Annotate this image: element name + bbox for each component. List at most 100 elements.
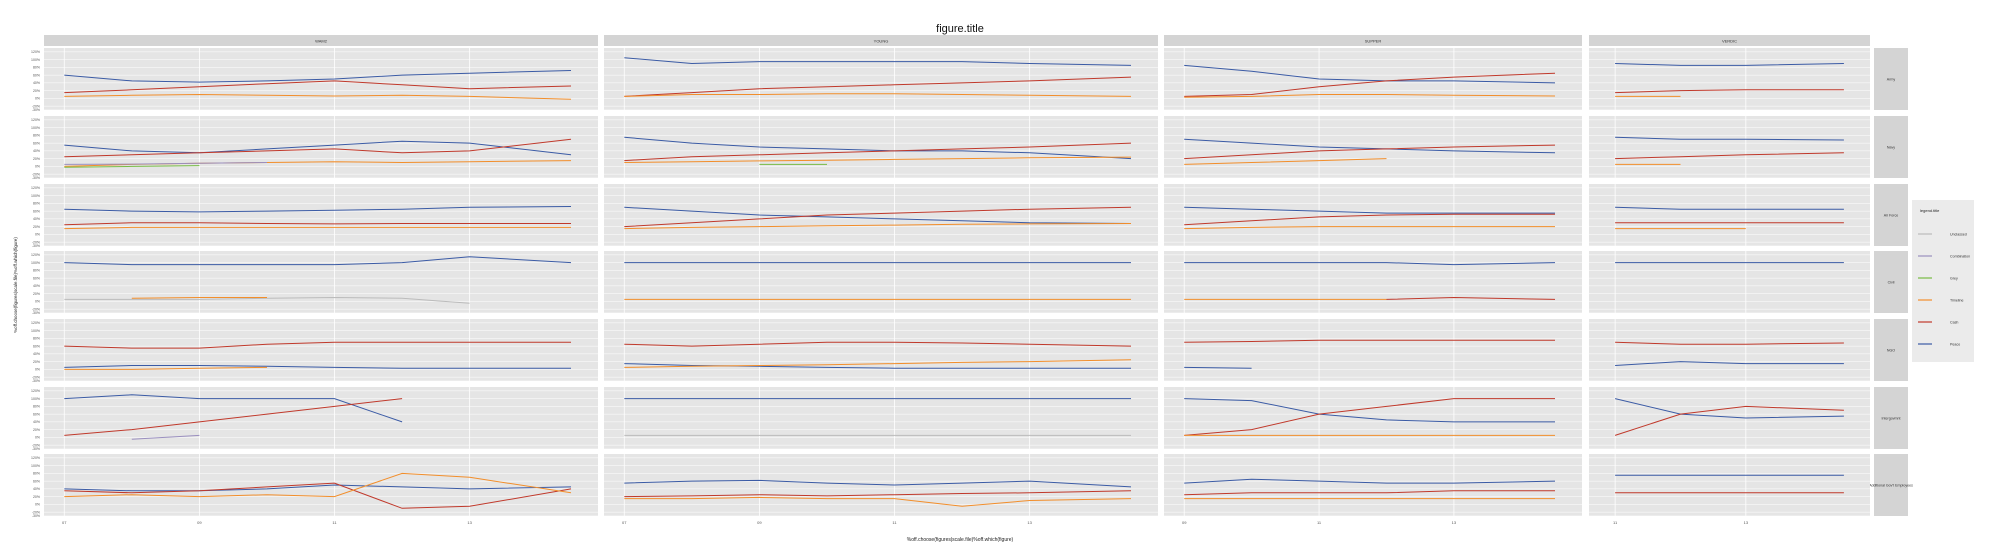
y-tick-label: 0% bbox=[35, 503, 40, 507]
y-tick-label: 60% bbox=[33, 412, 40, 416]
x-tick-label: 13 bbox=[1027, 520, 1032, 525]
panel-background bbox=[1589, 319, 1870, 381]
series-line bbox=[64, 256, 572, 266]
series-line bbox=[1184, 490, 1555, 496]
y-tick-label: -30% bbox=[32, 311, 40, 315]
series-line bbox=[624, 206, 1132, 224]
panel-background bbox=[44, 319, 598, 381]
column-strip bbox=[44, 35, 598, 46]
series-line bbox=[1615, 152, 1844, 160]
row-strip-label: Army bbox=[1887, 78, 1896, 82]
panel-background bbox=[44, 184, 598, 246]
series-line bbox=[1184, 339, 1555, 343]
x-tick-label: 09 bbox=[757, 520, 762, 525]
y-tick-label: 60% bbox=[33, 276, 40, 280]
column-strip bbox=[1164, 35, 1582, 46]
series-line bbox=[624, 363, 1131, 369]
y-tick-label: 100% bbox=[31, 194, 40, 198]
y-tick-label: 20% bbox=[33, 360, 40, 364]
y-tick-label: 80% bbox=[33, 202, 40, 206]
x-tick-label: 11 bbox=[1613, 520, 1618, 525]
row-strip-label: NGO bbox=[1887, 349, 1895, 353]
legend-label: Combination bbox=[1950, 254, 1970, 258]
column-strip-label: SUPPER bbox=[1365, 39, 1382, 44]
series-line bbox=[1615, 361, 1844, 366]
x-tick-label: 11 bbox=[1317, 520, 1322, 525]
y-tick-label: 40% bbox=[33, 420, 40, 424]
x-tick-label: 13 bbox=[467, 520, 472, 525]
column-strip bbox=[604, 35, 1158, 46]
row-strip bbox=[1874, 184, 1908, 246]
y-tick-label: 60% bbox=[33, 141, 40, 145]
x-tick-label: 13 bbox=[1744, 520, 1749, 525]
panel-background bbox=[44, 454, 598, 516]
y-tick-label: 80% bbox=[33, 134, 40, 138]
y-tick-label: 0% bbox=[35, 97, 40, 101]
row-strip-label: Civil bbox=[1888, 281, 1895, 285]
x-tick-label: 11 bbox=[332, 520, 337, 525]
series-line bbox=[131, 297, 267, 299]
y-tick-label: 20% bbox=[33, 495, 40, 499]
series-line bbox=[1184, 398, 1555, 436]
series-line bbox=[1615, 206, 1844, 210]
y-tick-label: 100% bbox=[31, 58, 40, 62]
x-tick-label: 09 bbox=[197, 520, 202, 525]
y-tick-label: 20% bbox=[33, 225, 40, 229]
panel-background bbox=[44, 387, 598, 449]
y-tick-label: 120% bbox=[31, 253, 40, 257]
series-line bbox=[1184, 206, 1555, 214]
series-line bbox=[64, 165, 200, 168]
y-tick-label: 120% bbox=[31, 321, 40, 325]
y-tick-label: 20% bbox=[33, 292, 40, 296]
x-tick-label: 07 bbox=[62, 520, 67, 525]
legend-label: Peace bbox=[1950, 342, 1960, 346]
panel-background bbox=[604, 116, 1158, 178]
series-line bbox=[624, 136, 1132, 160]
panel-background bbox=[604, 319, 1158, 381]
y-tick-label: 60% bbox=[33, 209, 40, 213]
y-tick-label: -20% bbox=[32, 172, 40, 176]
row-strip bbox=[1874, 251, 1908, 313]
series-line bbox=[624, 206, 1132, 228]
panel-background bbox=[1589, 387, 1870, 449]
y-tick-label: -20% bbox=[32, 104, 40, 108]
y-tick-label: 0% bbox=[35, 300, 40, 304]
y-tick-label: 80% bbox=[33, 337, 40, 341]
series-line bbox=[64, 365, 571, 369]
series-line bbox=[64, 138, 572, 158]
panel-background bbox=[44, 116, 598, 178]
y-tick-label: 100% bbox=[31, 329, 40, 333]
series-line bbox=[64, 398, 403, 436]
series-line bbox=[1184, 262, 1556, 266]
y-tick-label: -20% bbox=[32, 510, 40, 514]
row-strip bbox=[1874, 387, 1908, 449]
series-line bbox=[64, 484, 572, 492]
y-tick-label: -20% bbox=[32, 443, 40, 447]
legend-label: Grey bbox=[1950, 276, 1958, 280]
y-tick-label: 100% bbox=[31, 261, 40, 265]
y-tick-label: 60% bbox=[33, 344, 40, 348]
row-strip-label: Intergovmnt bbox=[1882, 417, 1901, 421]
series-line bbox=[624, 496, 1132, 507]
panel-background bbox=[1589, 116, 1870, 178]
series-line bbox=[1184, 72, 1556, 97]
series-line bbox=[1615, 341, 1844, 345]
y-tick-label: 80% bbox=[33, 472, 40, 476]
x-tick-label: 09 bbox=[1182, 520, 1187, 525]
x-tick-label: 13 bbox=[1452, 520, 1457, 525]
series-line bbox=[1614, 398, 1844, 419]
y-tick-label: -20% bbox=[32, 375, 40, 379]
legend-label: Unclassed bbox=[1950, 232, 1967, 236]
y-tick-label: 100% bbox=[31, 126, 40, 130]
series-line bbox=[624, 223, 1132, 230]
y-axis-label: %off.choose(figures|scale.file)%off.whic… bbox=[13, 237, 18, 333]
y-tick-label: -20% bbox=[32, 240, 40, 244]
y-tick-label: 0% bbox=[35, 233, 40, 237]
series-line bbox=[1184, 64, 1556, 84]
column-strip-label: WAM2 bbox=[315, 39, 328, 44]
y-tick-label: 60% bbox=[33, 73, 40, 77]
series-line bbox=[64, 472, 572, 498]
y-tick-label: -30% bbox=[32, 379, 40, 383]
y-tick-label: 80% bbox=[33, 405, 40, 409]
